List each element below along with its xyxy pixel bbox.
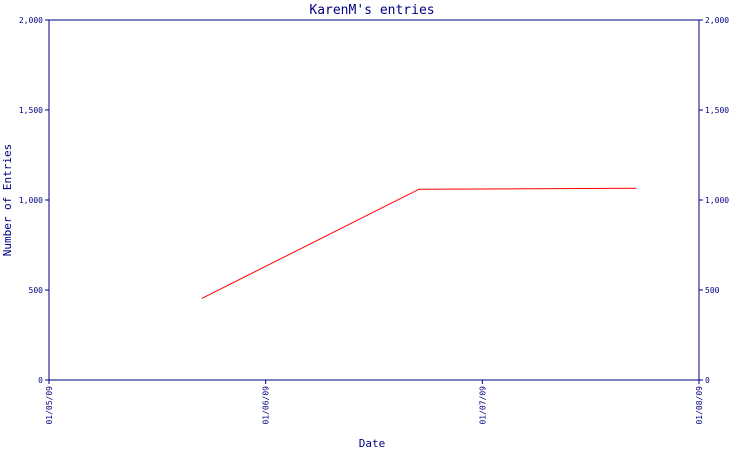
x-tick-label: 01/06/09: [262, 386, 271, 425]
x-axis-label: Date: [359, 437, 386, 450]
y-tick-label-left: 1,500: [19, 106, 43, 115]
ticks: 0 0 500 500 1,000 1,000 1,500 1,500 2,000 2,000 01…: [19, 16, 729, 425]
data-point: [201, 297, 204, 299]
data-point: [635, 187, 637, 189]
y-tick-label-right: 1,000: [705, 196, 729, 205]
y-tick-label-right: 2,000: [705, 16, 729, 25]
y-tick-label-left: 1,000: [19, 196, 43, 205]
y-tick-label-right: 1,500: [705, 106, 729, 115]
series: [201, 187, 637, 299]
x-tick-label: 01/05/09: [45, 386, 54, 425]
x-tick-label: 01/08/09: [695, 386, 704, 425]
y-axis-label: Number of Entries: [1, 144, 14, 257]
chart-title: KarenM's entries: [309, 3, 434, 18]
y-tick-label-left: 2,000: [19, 16, 43, 25]
data-point: [418, 188, 420, 190]
y-tick-label-left: 0: [38, 376, 43, 385]
y-tick-label-left: 500: [29, 286, 44, 295]
y-tick-label-right: 500: [705, 286, 720, 295]
x-tick-label: 01/07/09: [478, 386, 487, 425]
y-tick-label-right: 0: [705, 376, 710, 385]
